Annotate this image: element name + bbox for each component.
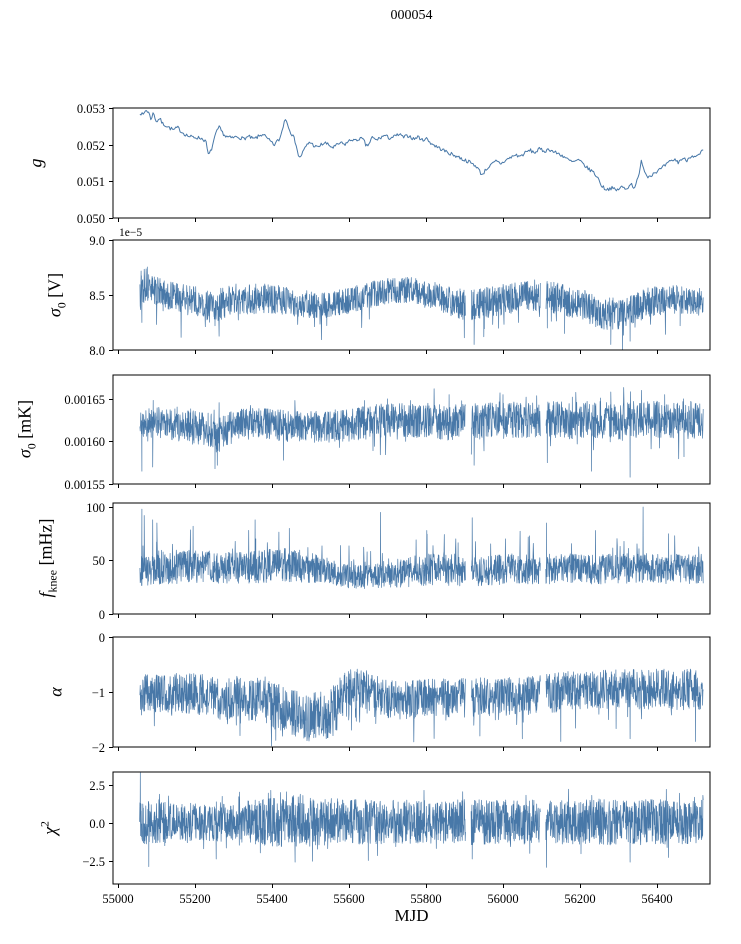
y-tick-label: −1 [92,686,105,700]
y-axis-label-f_knee: fknee [mHz] [36,519,61,598]
y-axis-label-segment: χ [39,827,60,835]
y-tick-label: 0.00165 [64,393,105,407]
y-tick-label: 2.5 [89,779,105,793]
series-line-sigma0_mK [139,387,704,478]
y-tick-label: 0 [99,608,105,622]
y-tick-label: 0.052 [77,139,105,153]
x-tick-label: 55600 [333,892,364,906]
y-axis-label-chi2: χ2 [38,821,61,835]
x-tick-label: 56200 [564,892,595,906]
y-tick-label: 0.00155 [64,478,105,492]
series-line-sigma0_V [139,266,704,351]
series-line-alpha [139,668,704,747]
y-tick-label: 50 [93,554,106,568]
y-axis-label-segment: g [25,158,46,168]
y-tick-label: 8.5 [89,289,105,303]
y-tick-label: 0.053 [77,102,105,116]
series-line-g [139,110,704,192]
y-axis-label-g: g [26,159,47,168]
y-tick-label: 0 [99,631,105,645]
y-axis-label-segment: [mHz] [35,518,56,571]
axis-offset-label: 1e−5 [119,227,142,239]
y-axis-label-sigma0_mK: σ0 [mK] [15,400,40,458]
x-tick-label: 55400 [256,892,287,906]
y-tick-label: 9.0 [89,234,105,248]
series-line-f_knee [139,506,704,589]
y-tick-label: 0.00160 [64,435,105,449]
y-axis-label-alpha: α [46,687,67,696]
y-tick-label: 0.050 [77,212,105,226]
y-axis-label-segment: 0 [24,443,39,450]
series-line-chi2 [139,772,704,868]
panel-chi2-frame [112,771,711,885]
y-tick-label: 8.0 [89,344,105,358]
panel-f_knee-frame [112,502,711,615]
y-axis-label-segment: [V] [44,272,65,303]
y-axis-label-segment: knee [45,570,60,593]
y-tick-label: −2.5 [82,855,105,869]
y-tick-label: 0.051 [77,175,105,189]
figure-title: 000054 [390,8,433,23]
y-tick-label: 0.0 [89,817,105,831]
y-axis-label-sigma0_V: σ0 [V] [45,273,70,317]
panel-g-frame [112,107,711,219]
x-tick-label: 55800 [410,892,441,906]
x-tick-label: 55200 [179,892,210,906]
x-tick-label: 56000 [487,892,518,906]
y-axis-label-segment: σ [44,308,65,318]
y-axis-label-segment: f [35,592,56,598]
x-axis-label: MJD [394,906,429,925]
panel-sigma0_mK-frame [112,374,711,485]
y-tick-label: −2 [92,741,105,755]
x-tick-label: 55000 [102,892,133,906]
y-axis-label-segment: [mK] [14,399,35,444]
x-tick-label: 56400 [641,892,672,906]
y-axis-label-segment: α [45,687,66,697]
y-tick-label: 100 [86,501,105,515]
y-axis-label-segment: σ [14,449,35,459]
y-axis-label-segment: 0 [54,302,69,309]
y-axis-label-segment: 2 [37,821,52,828]
